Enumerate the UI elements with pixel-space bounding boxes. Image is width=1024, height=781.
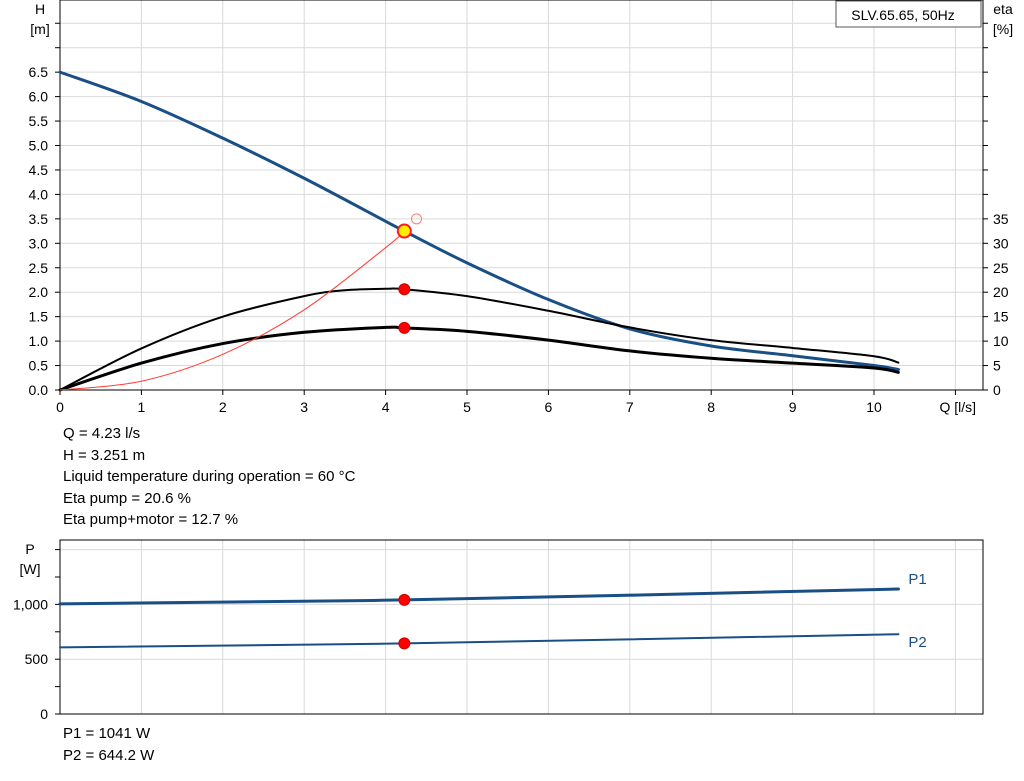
y-tick-label: 3.5	[29, 211, 49, 227]
x-tick-label: 2	[219, 399, 227, 415]
eta-tick-label: 25	[993, 260, 1009, 276]
title-box	[835, 0, 982, 28]
info-p2: P2 = 644.2 W	[63, 746, 155, 764]
y-axis-unit: [m]	[30, 21, 49, 37]
duty-point	[396, 223, 412, 239]
power-duty-point	[398, 637, 411, 650]
x-tick-label: 1	[138, 399, 146, 415]
power-plot-area	[59, 539, 984, 715]
x-tick-label: 6	[545, 399, 553, 415]
head-curve	[58, 70, 900, 371]
x-tick-label: 7	[626, 399, 634, 415]
y-tick-label: 4.0	[29, 186, 49, 202]
info-eta-total: Eta pump+motor = 12.7 %	[63, 511, 239, 528]
y-tick-label: 5.0	[29, 138, 49, 154]
y-tick-label: 5.5	[29, 113, 49, 129]
eta-tick-label: 15	[993, 309, 1009, 325]
power-curve-p1	[58, 587, 900, 606]
eta-axis-unit: [%]	[993, 21, 1013, 37]
eta-tick-label: 0	[993, 382, 1001, 398]
eta-tick-label: 20	[993, 284, 1009, 300]
power-chart: 0 500 1,000 P [W] P1 P2	[13, 539, 984, 722]
chart-title: SLV.65.65, 50Hz	[851, 7, 955, 23]
y-tick-label: 1.0	[29, 333, 49, 349]
x-tick-label: 9	[789, 399, 797, 415]
x-tick-label: 4	[382, 399, 390, 415]
eta-tick-label: 30	[993, 235, 1009, 251]
info-temperature: Liquid temperature during operation = 60…	[63, 468, 356, 485]
y-tick-label: 0.0	[29, 382, 49, 398]
y-tick-label: 6.5	[29, 64, 49, 80]
eta-axis-label: eta	[993, 1, 1013, 17]
y-tick-label: 1.5	[29, 309, 49, 325]
system-curve	[59, 230, 405, 391]
y-tick-label: 0.5	[29, 358, 49, 374]
info-flow: Q = 4.23 l/s	[63, 425, 141, 442]
eta-pump-curve	[59, 287, 900, 391]
power-y-tick-label: 0	[40, 706, 48, 722]
y-tick-label: 6.0	[29, 89, 49, 105]
y-tick-label: 4.5	[29, 162, 49, 178]
power-y-axis-unit: [W]	[20, 561, 41, 577]
power-plot-border	[59, 539, 984, 715]
eta-duty-point	[398, 321, 411, 334]
power-y-tick-label: 1,000	[13, 596, 48, 612]
eta-tick-label: 5	[993, 358, 1001, 374]
duty-point-info: Q = 4.23 l/s H = 3.251 m Liquid temperat…	[63, 423, 355, 531]
x-tick-label: 0	[56, 399, 64, 415]
power-curve-label-p2: P2	[908, 634, 926, 651]
eta-tick-label: 10	[993, 333, 1009, 349]
power-y-axis-label: P	[25, 541, 34, 557]
head-efficiency-chart: 0 1 2 3 4 5 6 7 8 9 10 0.0 0.5 1.0 1.5 2.0 2.5 3.0 3.5 4.0 4…	[29, 0, 1013, 415]
eta-duty-point	[398, 283, 411, 296]
y-tick-label: 3.0	[29, 235, 49, 251]
eta-tick-label: 35	[993, 211, 1009, 227]
x-tick-label: 10	[866, 399, 882, 415]
y-tick-label: 2.0	[29, 284, 49, 300]
x-tick-label: 5	[463, 399, 471, 415]
power-curve-p2	[59, 633, 900, 649]
system-curve-endpoint-marker	[411, 213, 423, 225]
power-info: P1 = 1041 W P2 = 644.2 W	[63, 723, 154, 766]
info-eta-pump: Eta pump = 20.6 %	[63, 489, 191, 507]
info-head: H = 3.251 m	[63, 446, 146, 464]
power-curve-label-p1: P1	[908, 571, 926, 588]
y-tick-label: 2.5	[29, 260, 49, 276]
info-p1: P1 = 1041 W	[63, 725, 151, 742]
x-tick-label: 8	[707, 399, 715, 415]
x-tick-label: 3	[300, 399, 308, 415]
eta-total-curve	[58, 325, 900, 392]
y-axis-label: H	[35, 1, 45, 17]
power-duty-point	[398, 593, 411, 606]
x-axis-label: Q [l/s]	[939, 399, 976, 415]
plot-area	[59, 0, 984, 391]
plot-border	[59, 0, 984, 391]
power-y-tick-label: 500	[25, 651, 49, 667]
